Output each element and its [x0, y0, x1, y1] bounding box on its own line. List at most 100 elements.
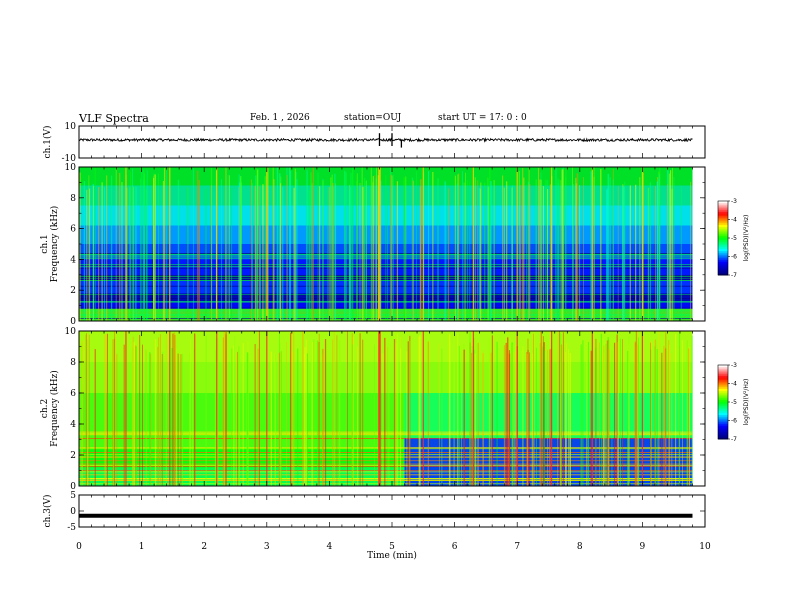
colorbar-step: [718, 435, 728, 438]
panel-3-axes: 0 2 4 6 8 10 ch.2 Frequency (kHz): [40, 327, 706, 492]
y-tick-label: 8: [70, 194, 76, 204]
y-tick-label: 4: [70, 255, 76, 265]
colorbar-step: [718, 418, 728, 421]
colorbar-tick-label: -7: [731, 272, 737, 279]
colorbar-step: [718, 385, 728, 388]
colorbar-step: [718, 407, 728, 410]
y-axis-label: ch.2: [40, 399, 50, 418]
x-axis-label: Time (min): [367, 550, 417, 561]
colorbar-step: [718, 204, 728, 208]
colorbar-step: [718, 409, 728, 412]
colorbar-step: [718, 256, 728, 259]
colorbar-step: [718, 403, 728, 407]
y-tick-label: 2: [70, 451, 76, 461]
quiet-region: [404, 393, 693, 438]
station-label: station=OUJ: [344, 113, 402, 123]
colorbar-step: [718, 398, 728, 401]
x-tick-label: 5: [389, 542, 395, 552]
colorbar-step: [718, 243, 728, 246]
y-tick-label: 8: [70, 358, 76, 368]
y-axis-label: Frequency (kHz): [49, 370, 60, 447]
colorbar-step: [718, 387, 728, 390]
y-tick-label: 10: [65, 122, 77, 132]
colorbar-step: [718, 208, 728, 211]
x-tick-label: 1: [139, 542, 145, 552]
colorbar-step: [718, 267, 728, 270]
colorbar-step: [718, 217, 728, 220]
y-tick-label: 2: [70, 286, 76, 296]
start-time-label: start UT = 17: 0 : 0: [438, 113, 527, 123]
colorbar-2: -3 -4 -5 -6 -7 log(PSD)(V²/Hz): [717, 362, 750, 443]
y-tick-label: 5: [70, 491, 76, 501]
colorbar-step: [718, 210, 728, 213]
colorbar-step: [718, 232, 728, 235]
y-tick-label: 0: [70, 317, 76, 327]
colorbar-step: [718, 389, 728, 392]
x-tick-label: 6: [452, 542, 458, 552]
y-tick-label: 6: [70, 225, 76, 235]
x-tick-label: 8: [577, 542, 583, 552]
colorbar-step: [718, 247, 728, 250]
colorbar-step: [718, 431, 728, 434]
y-tick-label: -10: [62, 154, 77, 164]
colorbar-step: [718, 381, 728, 384]
colorbar-step: [718, 221, 728, 224]
colorbar-step: [718, 252, 728, 256]
colorbar-tick-label: -3: [731, 362, 737, 369]
colorbar-step: [718, 400, 728, 403]
colorbar-tick-label: -4: [731, 381, 737, 388]
colorbar-step: [718, 366, 728, 370]
quiet-region: [404, 437, 693, 486]
colorbar-step: [718, 226, 728, 230]
colorbar-step: [718, 254, 728, 257]
x-tick-label: 0: [76, 542, 82, 552]
spectrogram-band: [79, 362, 693, 393]
colorbar-step: [718, 411, 728, 414]
spectrogram-1: [79, 167, 693, 321]
y-tick-label: 6: [70, 389, 76, 399]
colorbar-step: [718, 402, 728, 405]
colorbar-step: [718, 414, 728, 418]
colorbar-step: [718, 212, 728, 215]
colorbar-step: [718, 219, 728, 222]
date-label: Feb. 1 , 2026: [250, 113, 310, 123]
y-tick-label: 0: [70, 507, 76, 517]
colorbar-step: [718, 245, 728, 248]
colorbar-step: [718, 422, 728, 425]
colorbar-step: [718, 215, 728, 219]
colorbar-step: [718, 213, 728, 217]
colorbar-step: [718, 376, 728, 379]
colorbar-tick-label: -5: [731, 399, 737, 406]
colorbar-step: [718, 225, 728, 228]
colorbar-tick-label: -3: [731, 198, 737, 205]
colorbar-step: [718, 383, 728, 386]
colorbar-step: [718, 379, 728, 383]
y-tick-label: 4: [70, 420, 76, 430]
colorbar-step: [718, 394, 728, 397]
y-axis-label: Frequency (kHz): [49, 206, 60, 283]
panel-1-axes: 10 -10 ch.1(V): [42, 122, 706, 164]
colorbar-step: [718, 368, 728, 372]
colorbar-step: [718, 413, 728, 416]
colorbar-step: [718, 433, 728, 436]
colorbar-step: [718, 250, 728, 254]
colorbar-step: [718, 424, 728, 427]
colorbar-step: [718, 390, 728, 394]
colorbar-step: [718, 273, 728, 276]
colorbar-step: [718, 365, 728, 368]
y-tick-label: 10: [65, 327, 77, 337]
colorbar-step: [718, 377, 728, 381]
y-axis-label: ch.1: [40, 234, 50, 253]
colorbar-step: [718, 426, 728, 429]
colorbar-label: log(PSD)(V²/Hz): [743, 379, 750, 426]
colorbar-step: [718, 206, 728, 209]
colorbar-step: [718, 370, 728, 373]
x-tick-label: 2: [201, 542, 207, 552]
waveform-1: [78, 133, 693, 148]
colorbar-step: [718, 228, 728, 232]
colorbar-step: [718, 230, 728, 233]
spectrogram-2: [79, 331, 693, 486]
colorbar-step: [718, 236, 728, 239]
